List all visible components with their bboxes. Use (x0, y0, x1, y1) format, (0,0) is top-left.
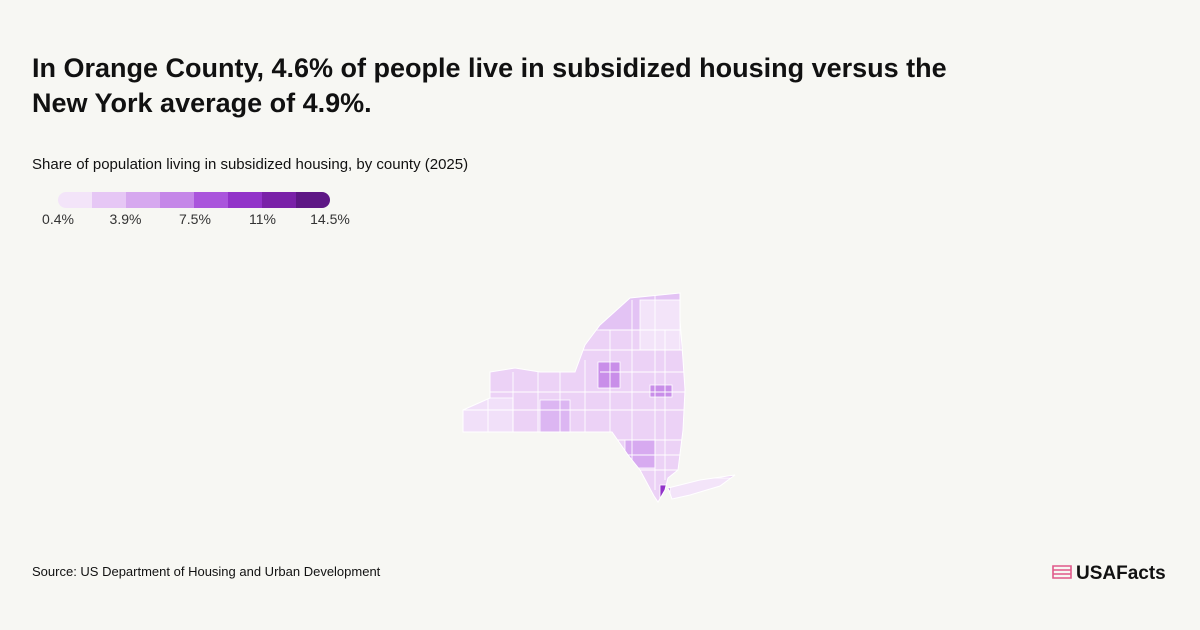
legend-tick-label: 0.4% (42, 211, 74, 227)
legend-swatch (228, 192, 263, 208)
county (539, 399, 571, 433)
legend-subtitle: Share of population living in subsidized… (32, 156, 468, 173)
logo-icon (1052, 565, 1072, 579)
legend-swatch (126, 192, 161, 208)
legend-swatch (262, 192, 297, 208)
county-borders (463, 295, 685, 490)
logo: USAFacts (1076, 563, 1166, 584)
title-line: In Orange County, 4.6% of people live in… (32, 53, 947, 83)
source: Source: US Department of Housing and Urb… (32, 564, 381, 579)
legend-tick-label: 11% (249, 211, 276, 227)
legend-swatch (194, 192, 229, 208)
legend-tick-label: 3.9% (110, 211, 142, 227)
legend-swatch (160, 192, 195, 208)
legend-tick-label: 14.5% (310, 211, 350, 227)
county (597, 361, 621, 389)
county (639, 299, 681, 351)
legend-swatch (92, 192, 127, 208)
legend-swatch (58, 192, 93, 208)
legend-bar (58, 192, 330, 208)
legend-swatch (296, 192, 330, 208)
title: In Orange County, 4.6% of people live in… (32, 53, 947, 118)
county (649, 384, 673, 398)
legend-tick-label: 7.5% (179, 211, 211, 227)
title-line: New York average of 4.9%. (32, 88, 372, 118)
